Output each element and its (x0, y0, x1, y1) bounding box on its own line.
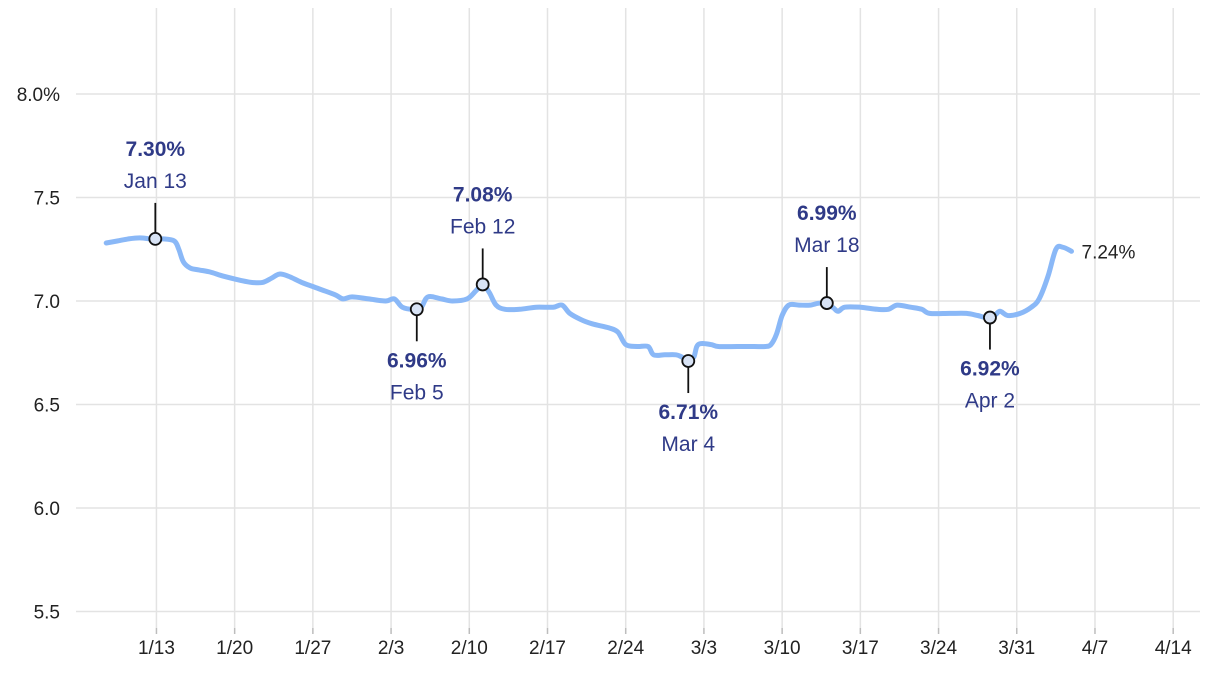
series-line (103, 235, 1074, 364)
annotation-value-label: 6.96% (387, 349, 447, 372)
annotation-date-label: Jan 13 (124, 170, 187, 193)
annotation-marker (148, 231, 163, 246)
annotation-marker (681, 354, 696, 368)
x-tick-label: 1/13 (138, 638, 175, 659)
annotation-value-label: 7.08% (453, 183, 513, 206)
x-tick-label: 3/24 (920, 638, 957, 659)
x-tick-label: 4/14 (1155, 638, 1192, 659)
y-tick-label: 8.0% (17, 85, 60, 106)
annotation-date-label: Feb 12 (450, 215, 515, 238)
annotation-value-label: 6.99% (797, 202, 857, 225)
y-tick-label: 7.0 (34, 292, 60, 313)
x-tick-label: 4/7 (1082, 638, 1108, 659)
x-tick-label: 2/17 (529, 638, 566, 659)
y-tick-label: 5.5 (34, 603, 60, 624)
y-tick-label: 6.5 (34, 396, 60, 417)
x-tick-label: 2/10 (451, 638, 488, 659)
x-tick-label: 1/20 (216, 638, 253, 659)
annotation-layer: 7.24% 7.30% Jan 13 6.96% Feb 5 7.08% Feb 12 6.7… (124, 138, 1136, 456)
annotation-date-label: Feb 5 (390, 381, 444, 404)
x-tick-label: 2/3 (378, 638, 404, 659)
annotation-value-label: 7.30% (126, 138, 186, 161)
x-tick-label: 1/27 (294, 638, 331, 659)
x-tick-label: 3/10 (764, 638, 801, 659)
annotation-marker (409, 302, 424, 317)
annotation-date-label: Apr 2 (965, 390, 1015, 413)
series-end-label: 7.24% (1082, 242, 1136, 263)
annotation-marker (983, 310, 997, 325)
x-tick-label: 3/3 (691, 638, 717, 659)
axis-layer: 8.0% 7.5 7.0 6.5 6.0 5.5 1/13 1/20 1/27 2/3 2/10 2/… (17, 85, 1192, 659)
y-tick-label: 6.0 (34, 499, 60, 520)
x-tick-label: 3/31 (998, 638, 1035, 659)
y-tick-label: 7.5 (34, 189, 60, 210)
annotation-value-label: 6.92% (960, 358, 1020, 381)
x-tick-label: 3/17 (842, 638, 879, 659)
annotation-date-label: Mar 18 (794, 234, 859, 257)
annotation-value-label: 6.71% (659, 401, 719, 424)
series-layer (103, 235, 1074, 364)
annotation-marker (819, 296, 834, 310)
annotation-date-label: Mar 4 (661, 433, 715, 456)
grid-layer (76, 8, 1200, 628)
annotation-marker (475, 277, 490, 292)
x-tick-label: 2/24 (607, 638, 644, 659)
